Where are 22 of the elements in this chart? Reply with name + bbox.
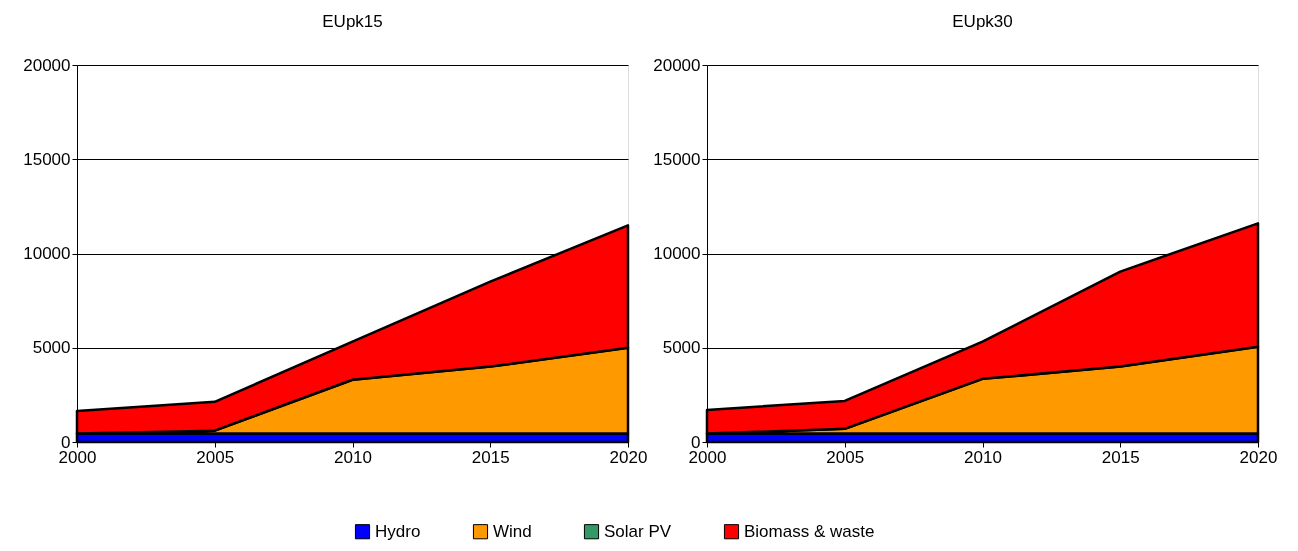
y-tick-label: 20000 [653,55,701,75]
x-tick-label: 2015 [471,447,510,467]
y-tick-label: 15000 [23,149,71,169]
legend-label: Solar PV [604,521,672,541]
y-tick-label: 15000 [653,149,701,169]
x-tick-label: 2005 [826,447,865,467]
x-tick-label: 2010 [334,447,372,467]
y-tick-label: 5000 [662,338,701,358]
x-tick-label: 2005 [196,447,235,467]
chart-title: EUpk15 [322,12,383,31]
legend-label: Biomass & waste [744,521,875,541]
y-tick-label: 10000 [23,244,71,263]
x-tick-label: 2020 [609,447,648,467]
legend-label: Wind [493,521,532,541]
y-tick-label: 5000 [32,338,71,358]
legend-label: Hydro [375,521,421,541]
y-tick-label: 20000 [23,55,71,75]
chart-title: EUpk30 [952,12,1013,31]
y-tick-label: 10000 [653,244,701,263]
x-tick-label: 2015 [1101,447,1140,467]
x-tick-label: 2020 [1239,447,1278,467]
x-tick-label: 2010 [964,447,1002,467]
